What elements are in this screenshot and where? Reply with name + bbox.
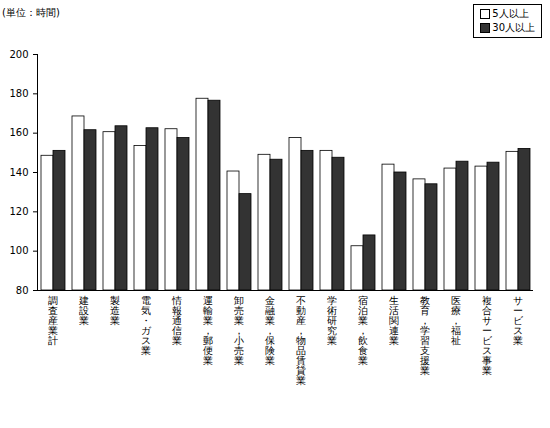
svg-text:140: 140 (9, 167, 28, 178)
html-text:30人以上: 30人以上 (492, 22, 535, 33)
svg-text:200: 200 (9, 49, 28, 60)
svg-text:電気・ガス業: 電気・ガス業 (141, 295, 152, 356)
svg-text:運輸業，郵便業: 運輸業，郵便業 (203, 295, 213, 366)
html-text:(単位：時間): (単位：時間) (2, 7, 60, 18)
svg-text:複合サービス事業: 複合サービス事業 (482, 295, 493, 376)
svg-text:180: 180 (9, 88, 28, 99)
svg-text:宿泊業，飲食業: 宿泊業，飲食業 (358, 295, 368, 366)
svg-text:生活関連業: 生活関連業 (389, 295, 399, 346)
svg-text:製造業: 製造業 (110, 295, 120, 326)
svg-text:建設業: 建設業 (78, 295, 89, 326)
svg-text:100: 100 (9, 245, 28, 256)
svg-text:サービス業: サービス業 (513, 295, 524, 346)
svg-text:80: 80 (16, 285, 29, 296)
svg-text:卸売業，小売業: 卸売業，小売業 (234, 295, 244, 366)
svg-text:金融業，保険業: 金融業，保険業 (265, 295, 275, 366)
html-text:5人以上: 5人以上 (492, 8, 529, 19)
svg-text:情報通信業: 情報通信業 (171, 295, 182, 346)
svg-text:不動産，物品賃貸業: 不動産，物品賃貸業 (296, 295, 306, 386)
svg-text:医療，福祉: 医療，福祉 (451, 295, 461, 346)
svg-text:学術研究業: 学術研究業 (327, 295, 337, 346)
svg-text:160: 160 (9, 127, 28, 138)
svg-text:120: 120 (9, 206, 28, 217)
svg-text:教育，学習支援業: 教育，学習支援業 (420, 295, 430, 376)
svg-text:調査産業計: 調査産業計 (48, 295, 58, 346)
